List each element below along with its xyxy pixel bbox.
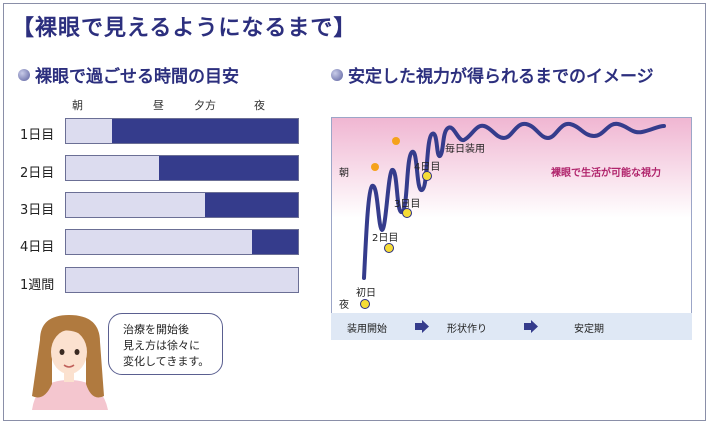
page-title: 【裸眼で見えるようになるまで】 [12, 16, 357, 41]
time-bar-day4 [65, 229, 299, 255]
bullet-icon [18, 69, 30, 81]
label-day4: 4日目 [414, 162, 441, 173]
speech-bubble: 治療を開始後 見え方は徐々に 変化してきます。 [108, 313, 223, 375]
time-label-evening: 夕方 [194, 99, 216, 112]
time-bar-day3 [65, 192, 299, 218]
vision-recovery-chart: 朝 夜 初日 2日目 3日目 4日目 毎日装用 裸眼で生活が可能な視力 [331, 117, 692, 340]
bubble-line-2: 見え方は徐々に [123, 339, 200, 352]
arrow-right-icon [524, 320, 538, 333]
label-day1: 初日 [356, 288, 376, 299]
time-bar-day2 [65, 155, 299, 181]
label-daily-wear: 毎日装用 [445, 144, 485, 155]
row-label-day3: 3日目 [20, 203, 55, 218]
bar-fill [112, 119, 298, 143]
bar-fill [251, 230, 298, 254]
woman-illustration [32, 315, 108, 410]
bar-fill [205, 193, 298, 217]
phase-shaping: 形状作り [447, 324, 487, 335]
bullet-icon [331, 69, 343, 81]
left-section-title: 裸眼で過ごせる時間の目安 [18, 62, 239, 87]
row-label-day4: 4日目 [20, 240, 55, 255]
row-label-week1: 1週間 [20, 278, 55, 293]
label-naked-eye-vision: 裸眼で生活が可能な視力 [551, 168, 661, 179]
chart-graphic [332, 118, 691, 309]
time-label-noon: 昼 [153, 99, 164, 112]
bar-fill [158, 156, 298, 180]
right-section-title: 安定した視力が得られるまでのイメージ [331, 62, 654, 87]
label-day3: 3日目 [394, 199, 421, 210]
label-night: 夜 [339, 300, 349, 311]
arrow-right-icon [415, 320, 429, 333]
time-label-morning: 朝 [72, 99, 83, 112]
time-bar-week1 [65, 267, 299, 293]
phase-bar: 装用開始 形状作り 安定期 [331, 313, 692, 340]
row-label-day1: 1日目 [20, 128, 55, 143]
bubble-line-1: 治療を開始後 [123, 323, 189, 336]
time-label-night: 夜 [254, 99, 265, 112]
time-bar-day1 [65, 118, 299, 144]
phase-stable: 安定期 [574, 324, 604, 335]
label-day2: 2日目 [372, 233, 399, 244]
bubble-line-3: 変化してきます。 [123, 355, 210, 368]
phase-start: 装用開始 [347, 324, 387, 335]
row-label-day2: 2日目 [20, 166, 55, 181]
label-morning: 朝 [339, 168, 349, 179]
